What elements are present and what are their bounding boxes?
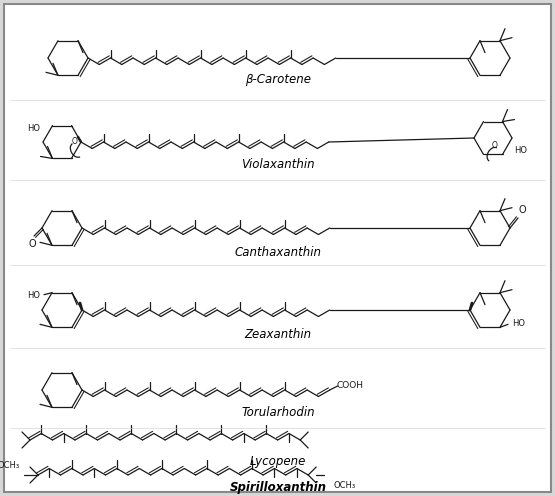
Text: β-Carotene: β-Carotene bbox=[245, 73, 311, 86]
Text: HO: HO bbox=[28, 124, 41, 133]
Text: Lycopene: Lycopene bbox=[250, 455, 306, 469]
Text: Spirilloxanthin: Spirilloxanthin bbox=[230, 482, 326, 495]
Text: Canthaxanthin: Canthaxanthin bbox=[235, 246, 321, 258]
Text: HO: HO bbox=[512, 319, 525, 328]
FancyBboxPatch shape bbox=[4, 4, 551, 492]
Text: Violaxanthin: Violaxanthin bbox=[241, 159, 315, 172]
Text: OCH₃: OCH₃ bbox=[333, 481, 355, 490]
Text: O: O bbox=[492, 141, 498, 150]
Text: OCH₃: OCH₃ bbox=[0, 460, 20, 470]
Text: Zeaxanthin: Zeaxanthin bbox=[244, 327, 311, 340]
Text: O: O bbox=[518, 205, 526, 215]
Text: Torularhodin: Torularhodin bbox=[241, 407, 315, 420]
Text: COOH: COOH bbox=[336, 380, 363, 389]
Text: HO: HO bbox=[514, 146, 527, 155]
Text: O: O bbox=[71, 137, 77, 146]
Text: O: O bbox=[28, 239, 36, 249]
Text: HO: HO bbox=[27, 291, 40, 300]
